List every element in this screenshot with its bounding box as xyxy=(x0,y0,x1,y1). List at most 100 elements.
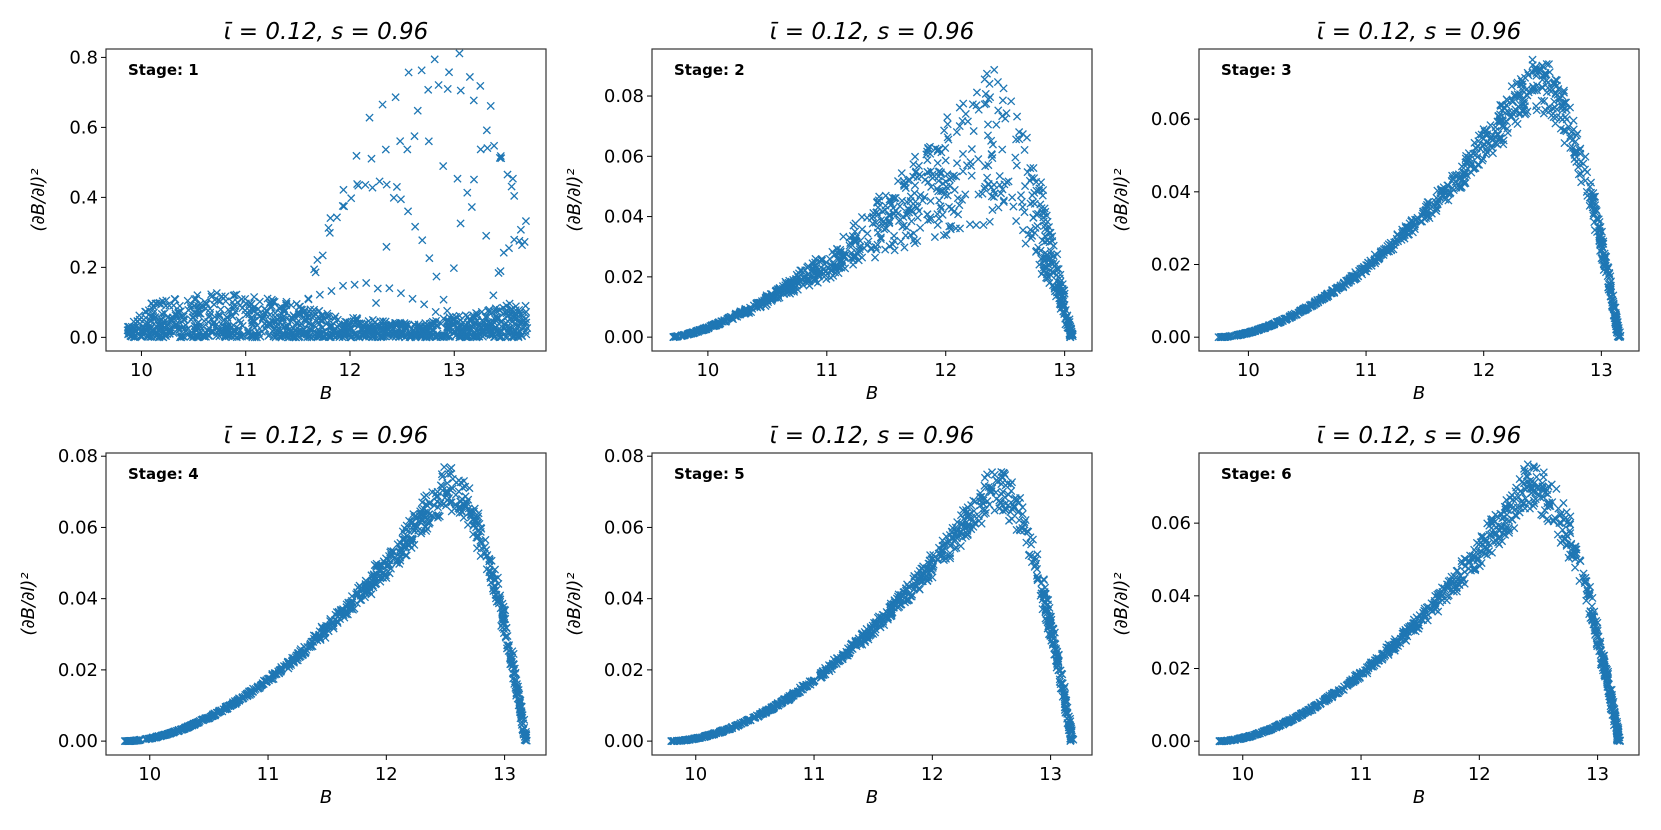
data-point xyxy=(200,297,209,306)
data-point xyxy=(1043,226,1052,235)
data-point xyxy=(297,319,306,329)
data-point xyxy=(933,159,942,168)
data-point xyxy=(1007,97,1016,106)
data-point xyxy=(190,325,199,334)
data-point xyxy=(247,300,256,309)
data-point xyxy=(768,294,777,303)
data-point xyxy=(926,215,935,224)
data-point xyxy=(420,300,429,309)
data-point xyxy=(1066,325,1075,335)
data-point xyxy=(463,324,472,333)
data-point xyxy=(503,170,512,179)
data-point xyxy=(815,271,824,280)
x-tick-label: 12 xyxy=(921,764,944,785)
data-point xyxy=(180,325,189,334)
data-point xyxy=(408,294,417,303)
data-point xyxy=(947,204,956,213)
y-axis-label: (∂B/∂l)² xyxy=(18,572,39,635)
y-tick-label: 0.06 xyxy=(604,517,644,538)
data-point xyxy=(446,319,455,328)
data-point xyxy=(1048,256,1057,265)
data-point xyxy=(863,240,872,249)
data-point xyxy=(889,203,898,213)
data-point xyxy=(430,55,439,64)
x-axis-label: B xyxy=(866,787,878,808)
data-point xyxy=(461,311,470,320)
data-point xyxy=(836,247,845,256)
data-point xyxy=(1026,225,1035,234)
data-point xyxy=(898,196,907,205)
data-point xyxy=(382,242,391,251)
data-point xyxy=(505,324,514,333)
x-tick-label: 12 xyxy=(339,360,362,381)
data-point xyxy=(147,299,156,308)
data-point xyxy=(1050,262,1059,271)
data-point xyxy=(132,331,141,340)
data-point xyxy=(847,249,856,258)
data-point xyxy=(315,290,324,299)
data-point xyxy=(958,116,967,126)
data-point xyxy=(481,323,490,332)
data-point xyxy=(1569,116,1578,125)
data-point xyxy=(830,250,839,259)
data-point xyxy=(998,112,1007,121)
data-point xyxy=(872,208,881,217)
data-point xyxy=(451,312,461,321)
data-point xyxy=(494,268,503,278)
data-point xyxy=(1583,168,1592,177)
y-tick-label: 0.06 xyxy=(1151,109,1191,130)
data-point xyxy=(952,159,962,168)
y-tick-label: 0.00 xyxy=(604,327,644,348)
y-tick-label: 0.06 xyxy=(604,146,644,167)
x-tick-label: 11 xyxy=(1355,360,1378,381)
data-point xyxy=(911,197,920,206)
data-point xyxy=(455,49,464,58)
data-point xyxy=(412,332,421,341)
data-point xyxy=(212,320,221,329)
data-point xyxy=(434,80,443,90)
data-point xyxy=(994,106,1003,115)
data-point xyxy=(392,319,401,328)
data-point xyxy=(1011,153,1020,162)
data-point xyxy=(863,229,872,238)
data-point xyxy=(425,254,434,263)
data-point xyxy=(397,331,406,340)
scatter-points xyxy=(667,467,1078,746)
data-point xyxy=(1054,265,1063,274)
data-point xyxy=(934,172,943,181)
data-point xyxy=(497,317,506,326)
data-point xyxy=(999,196,1008,205)
data-point xyxy=(400,320,409,330)
y-tick-label: 0.02 xyxy=(604,267,644,288)
x-axis-label: B xyxy=(866,383,878,404)
data-point xyxy=(693,326,702,335)
data-point xyxy=(325,228,334,237)
data-point xyxy=(143,326,152,335)
x-tick-label: 11 xyxy=(257,764,280,785)
data-point xyxy=(1015,128,1024,137)
data-point xyxy=(403,145,412,154)
data-point xyxy=(1012,216,1021,226)
data-point xyxy=(495,153,504,162)
data-point xyxy=(204,326,213,335)
data-point xyxy=(961,109,970,119)
data-point xyxy=(439,295,448,304)
data-point xyxy=(742,307,751,316)
data-point xyxy=(161,301,170,310)
data-point xyxy=(396,137,405,146)
data-point xyxy=(890,194,899,203)
data-point xyxy=(445,313,454,322)
data-point xyxy=(721,317,730,326)
data-point xyxy=(980,75,989,84)
x-tick-label: 12 xyxy=(934,360,957,381)
data-point xyxy=(974,155,983,164)
data-point xyxy=(1043,274,1052,283)
data-point xyxy=(1046,270,1055,279)
data-point xyxy=(930,233,939,242)
data-point xyxy=(483,144,492,153)
data-point xyxy=(958,167,968,176)
y-axis-label: (∂B/∂l)² xyxy=(28,168,49,231)
data-point xyxy=(344,330,354,339)
data-point xyxy=(940,126,949,135)
data-point xyxy=(1060,309,1069,319)
